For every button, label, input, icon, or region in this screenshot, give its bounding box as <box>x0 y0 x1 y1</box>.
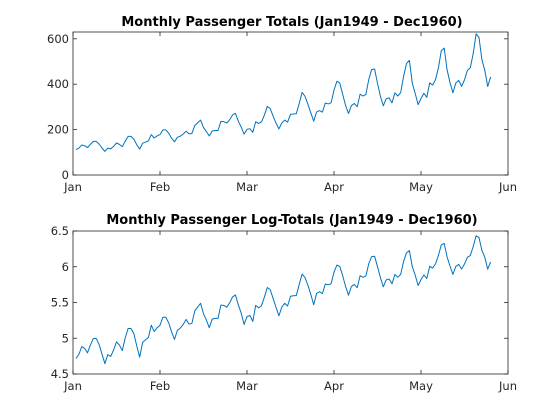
y-tick-label: 5 <box>62 331 69 345</box>
bottom-subplot: Monthly Passenger Log-Totals (Jan1949 - … <box>51 213 517 393</box>
x-tick-label: Jun <box>498 180 517 194</box>
x-tick-label: Mar <box>236 379 258 393</box>
y-tick-label: 4.5 <box>51 367 69 381</box>
y-tick-label: 5.5 <box>51 296 69 310</box>
top-y-axis: 0 200 400 600 <box>47 32 508 182</box>
y-tick-label: 6.5 <box>51 224 69 238</box>
series-line <box>75 235 492 365</box>
y-tick-label: 600 <box>47 32 69 46</box>
y-tick-label: 0 <box>62 168 69 182</box>
top-chart-title: Monthly Passenger Totals (Jan1949 - Dec1… <box>121 15 462 30</box>
x-tick-label: Jan <box>63 379 82 393</box>
y-tick-label: 400 <box>47 77 69 91</box>
x-tick-label: Jun <box>498 379 517 393</box>
x-tick-label: Feb <box>150 379 170 393</box>
bottom-plot <box>75 235 492 365</box>
x-tick-label: Mar <box>236 180 258 194</box>
x-tick-label: May <box>409 180 433 194</box>
top-plot <box>75 33 492 152</box>
x-tick-label: Feb <box>150 180 170 194</box>
x-tick-label: Apr <box>324 180 344 194</box>
top-subplot: Monthly Passenger Totals (Jan1949 - Dec1… <box>47 15 517 194</box>
y-tick-label: 6 <box>62 260 69 274</box>
bottom-plot-area <box>72 230 509 375</box>
series-line <box>75 33 492 152</box>
bottom-chart-title: Monthly Passenger Log-Totals (Jan1949 - … <box>106 213 477 228</box>
top-plot-area <box>72 31 509 176</box>
bottom-y-axis: 4.5 5 5.5 6 6.5 <box>51 224 508 381</box>
x-tick-label: Jan <box>63 180 82 194</box>
x-tick-label: May <box>409 379 433 393</box>
x-tick-label: Apr <box>324 379 344 393</box>
bottom-x-axis: Jan Feb Mar Apr May Jun <box>63 231 517 393</box>
y-tick-label: 200 <box>47 123 69 137</box>
top-x-axis: Jan Feb Mar Apr May Jun <box>63 32 517 194</box>
